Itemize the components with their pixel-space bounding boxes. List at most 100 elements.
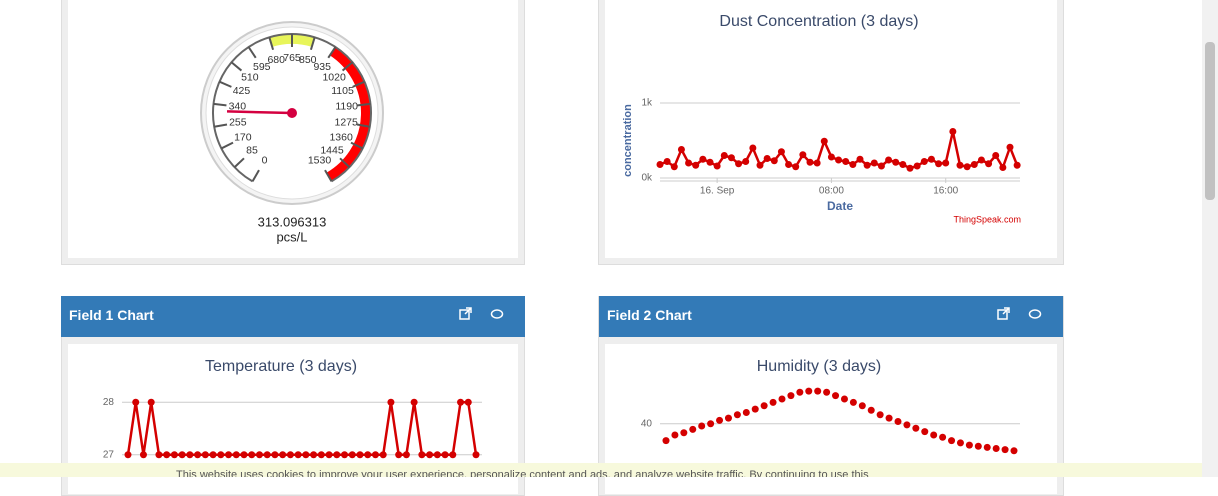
data-point (201, 451, 209, 459)
data-point (132, 398, 140, 406)
data-point (867, 406, 875, 414)
data-point (699, 155, 707, 163)
panel-header: Field 2 Chart (599, 296, 1063, 337)
data-point (457, 398, 465, 406)
data-point (805, 387, 813, 395)
x-tick-label: 16:00 (933, 186, 958, 197)
data-point (760, 402, 768, 410)
gauge-tick-label: 1190 (335, 100, 358, 112)
panel-title: Field 1 Chart (69, 307, 154, 323)
data-point (840, 395, 848, 403)
data-point (677, 146, 685, 153)
data-point (813, 159, 821, 167)
gauge-tick-label: 510 (241, 71, 259, 83)
gauge-tick (220, 141, 234, 150)
data-point (832, 392, 840, 400)
data-point (820, 137, 828, 145)
y-tick-label: 28 (103, 397, 115, 408)
gauge-tick-label: 425 (233, 85, 251, 97)
data-point (870, 159, 878, 167)
data-point (433, 451, 441, 459)
data-point (426, 451, 434, 459)
open-icon[interactable] (459, 307, 472, 320)
data-point (796, 388, 804, 396)
data-point (835, 156, 843, 164)
data-point (217, 451, 225, 459)
data-point (325, 451, 333, 459)
series-line (126, 401, 478, 456)
data-point (942, 159, 950, 167)
data-point (170, 451, 178, 459)
gauge-tick-label: 1020 (322, 71, 346, 83)
data-point (1013, 161, 1021, 169)
data-point (387, 398, 395, 406)
data-point (418, 451, 426, 459)
gauge-tick (357, 102, 371, 107)
data-point (225, 451, 233, 459)
gauge-tick (214, 123, 228, 128)
data-point (379, 451, 387, 459)
scrollbar-thumb[interactable] (1205, 42, 1215, 200)
data-point (139, 451, 147, 459)
data-point (707, 420, 715, 428)
data-point (402, 451, 410, 459)
data-point (977, 156, 985, 164)
y-tick-label: 0k (641, 173, 653, 184)
gauge-tick-label: 0 (262, 154, 268, 166)
data-point (302, 451, 310, 459)
y-tick-label: 27 (103, 449, 115, 460)
data-point (849, 398, 857, 406)
comment-icon[interactable] (1028, 309, 1042, 319)
gauge-tick (309, 37, 316, 51)
gauge-tick (233, 157, 245, 168)
data-point (742, 158, 750, 165)
data-point (147, 398, 155, 406)
data-point (1001, 446, 1009, 454)
data-point (842, 158, 850, 165)
data-point (472, 451, 480, 459)
dust-card (598, 0, 1064, 265)
data-point (209, 451, 217, 459)
data-point (656, 161, 664, 168)
gauge-tick-label: 1105 (331, 85, 354, 97)
data-point (999, 164, 1007, 171)
gauge-tick (230, 61, 243, 72)
data-point (963, 163, 971, 171)
data-point (827, 153, 835, 161)
gauge-tick-label: 1530 (308, 154, 332, 166)
gauge-tick (341, 61, 354, 72)
data-point (912, 424, 920, 432)
data-point (777, 148, 785, 156)
data-point (742, 409, 750, 416)
chart-title: Humidity (3 days) (757, 358, 881, 375)
data-point (294, 451, 302, 459)
data-point (876, 411, 884, 419)
data-point (348, 451, 356, 459)
gauge-tick (350, 141, 364, 150)
panel-header: Field 1 Chart (61, 296, 525, 337)
data-point (720, 152, 728, 159)
data-point (670, 163, 678, 171)
data-point (785, 161, 793, 168)
data-point (863, 161, 871, 169)
gauge-tick (213, 102, 227, 107)
gauge-unit: pcs/L (276, 229, 307, 244)
gauge-hub (287, 108, 297, 118)
data-point (663, 158, 671, 165)
data-point (920, 158, 928, 165)
gauge-tick-label: 935 (313, 61, 331, 73)
data-point (949, 128, 957, 135)
data-point (255, 451, 263, 459)
gauge-tick (356, 123, 370, 128)
x-tick-label: 08:00 (819, 186, 844, 197)
open-icon[interactable] (997, 307, 1010, 320)
gauge-tick-label: 1445 (320, 145, 344, 157)
data-point (787, 392, 795, 400)
data-point (927, 155, 935, 163)
comment-icon[interactable] (490, 309, 504, 319)
data-point (778, 395, 786, 403)
data-point (894, 418, 902, 425)
data-point (769, 398, 777, 406)
